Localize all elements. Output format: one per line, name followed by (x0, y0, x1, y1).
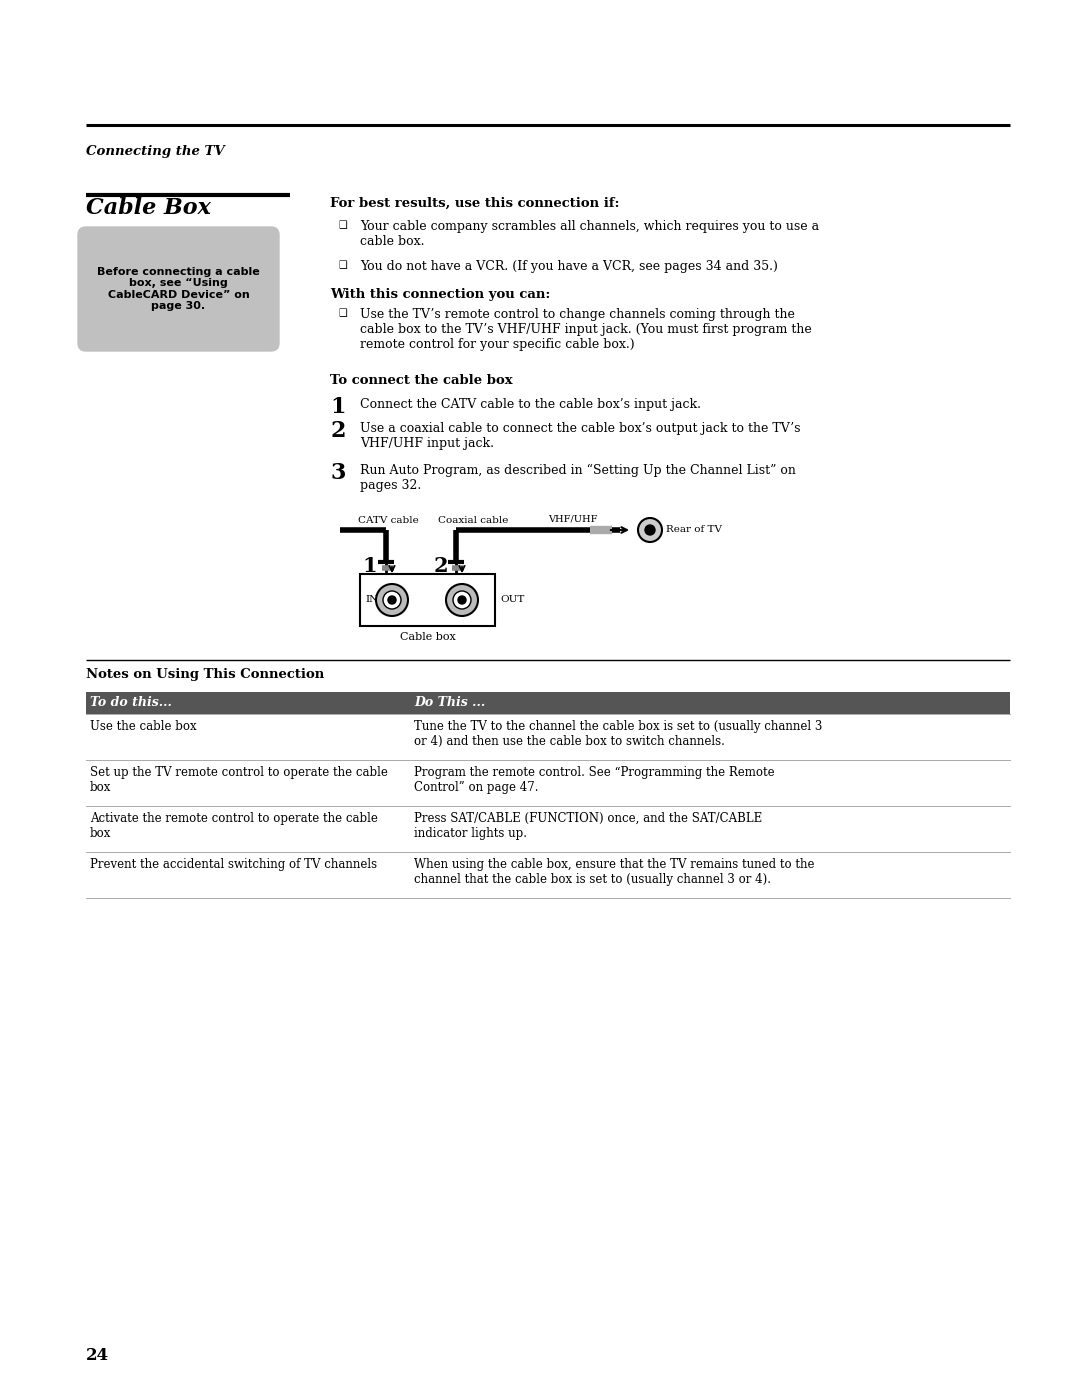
Text: Use the cable box: Use the cable box (90, 719, 197, 733)
Text: Connect the CATV cable to the cable box’s input jack.: Connect the CATV cable to the cable box’… (360, 398, 701, 411)
Text: Program the remote control. See “Programming the Remote
Control” on page 47.: Program the remote control. See “Program… (414, 766, 774, 793)
Circle shape (383, 591, 401, 609)
Text: To connect the cable box: To connect the cable box (330, 374, 513, 387)
Text: Activate the remote control to operate the cable
box: Activate the remote control to operate t… (90, 812, 378, 840)
Text: CATV cable: CATV cable (357, 515, 419, 525)
FancyBboxPatch shape (78, 226, 279, 351)
Text: For best results, use this connection if:: For best results, use this connection if… (330, 197, 620, 210)
Text: 2: 2 (434, 556, 448, 576)
Text: Use a coaxial cable to connect the cable box’s output jack to the TV’s
VHF/UHF i: Use a coaxial cable to connect the cable… (360, 422, 800, 450)
Text: Your cable company scrambles all channels, which requires you to use a
cable box: Your cable company scrambles all channel… (360, 219, 819, 249)
Text: 3: 3 (330, 462, 346, 483)
Text: Before connecting a cable
box, see “Using
CableCARD Device” on
page 30.: Before connecting a cable box, see “Usin… (97, 267, 260, 312)
Text: Tune the TV to the channel the cable box is set to (usually channel 3
or 4) and : Tune the TV to the channel the cable box… (414, 719, 822, 747)
Circle shape (376, 584, 408, 616)
Circle shape (453, 591, 471, 609)
Text: Rear of TV: Rear of TV (666, 525, 723, 535)
Text: ❑: ❑ (338, 307, 347, 319)
Text: Cable box: Cable box (400, 631, 456, 643)
Text: You do not have a VCR. (If you have a VCR, see pages 34 and 35.): You do not have a VCR. (If you have a VC… (360, 260, 778, 272)
Circle shape (446, 584, 478, 616)
Circle shape (458, 597, 465, 604)
Text: Press SAT/CABLE (FUNCTION) once, and the SAT/CABLE
indicator lights up.: Press SAT/CABLE (FUNCTION) once, and the… (414, 812, 762, 840)
Text: OUT: OUT (500, 595, 525, 605)
Text: 24: 24 (86, 1347, 109, 1363)
Text: Run Auto Program, as described in “Setting Up the Channel List” on
pages 32.: Run Auto Program, as described in “Setti… (360, 464, 796, 492)
Text: Cable Box: Cable Box (86, 197, 211, 219)
Circle shape (388, 597, 396, 604)
Text: Notes on Using This Connection: Notes on Using This Connection (86, 668, 324, 680)
Text: 1: 1 (330, 395, 346, 418)
Text: With this connection you can:: With this connection you can: (330, 288, 551, 300)
Text: ❑: ❑ (338, 219, 347, 231)
Circle shape (638, 518, 662, 542)
Bar (86, 692, 1010, 714)
Text: Prevent the accidental switching of TV channels: Prevent the accidental switching of TV c… (90, 858, 377, 870)
Text: 1: 1 (362, 556, 377, 576)
Text: VHF/UHF: VHF/UHF (548, 514, 597, 522)
Text: Do This ...: Do This ... (414, 697, 485, 710)
Text: ❑: ❑ (338, 260, 347, 270)
Text: Use the TV’s remote control to change channels coming through the
cable box to t: Use the TV’s remote control to change ch… (360, 307, 812, 351)
Text: Coaxial cable: Coaxial cable (438, 515, 509, 525)
Text: Connecting the TV: Connecting the TV (86, 145, 225, 158)
Circle shape (645, 525, 654, 535)
Text: 2: 2 (330, 420, 346, 441)
Bar (360, 574, 495, 626)
Text: Set up the TV remote control to operate the cable
box: Set up the TV remote control to operate … (90, 766, 388, 793)
Text: IN: IN (365, 595, 378, 605)
Text: To do this...: To do this... (90, 697, 172, 710)
Text: When using the cable box, ensure that the TV remains tuned to the
channel that t: When using the cable box, ensure that th… (414, 858, 814, 886)
